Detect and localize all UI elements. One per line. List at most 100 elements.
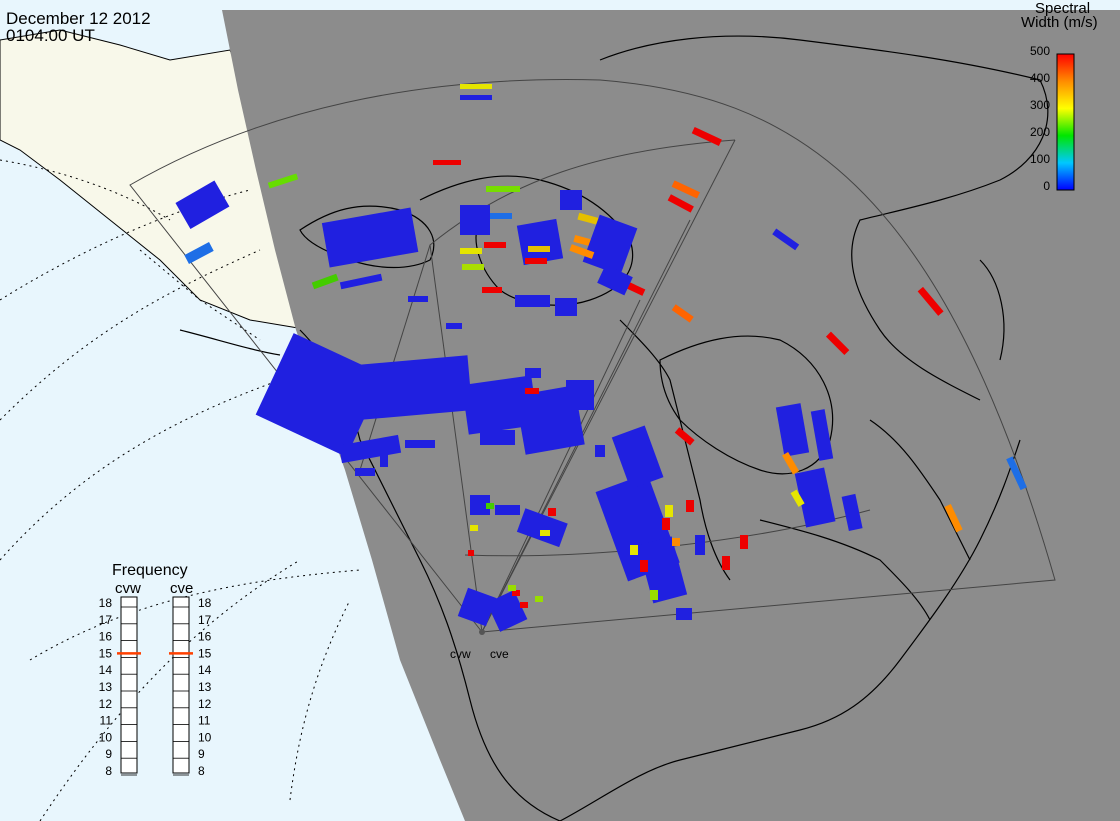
date-label: December 12 2012: [6, 9, 151, 28]
frequency-tick: 9: [105, 747, 112, 761]
echo-cell: [917, 286, 944, 316]
echo-cell: [520, 602, 528, 608]
frequency-scale-box: [172, 596, 190, 774]
frequency-tick: 8: [105, 764, 112, 778]
echo-cell: [338, 434, 402, 464]
echo-cell: [944, 504, 963, 533]
echo-cell: [672, 538, 680, 546]
frequency-tick: 18: [99, 596, 113, 610]
frequency-tick: 15: [99, 646, 113, 660]
echo-cell: [790, 489, 805, 507]
echo-cell: [611, 425, 664, 490]
echo-cell: [486, 186, 520, 192]
frequency-tick: 16: [198, 630, 212, 644]
echo-cell: [555, 298, 577, 316]
echo-cell: [671, 304, 694, 323]
echo-cell: [357, 355, 473, 420]
frequency-tick: 11: [100, 714, 113, 728]
echo-cell: [321, 207, 419, 268]
echo-cell: [676, 608, 692, 620]
echo-cell: [535, 596, 543, 602]
frequency-tick: 14: [198, 663, 212, 677]
radar-site-marker: [479, 629, 485, 635]
time-label: 0104:00 UT: [6, 26, 95, 45]
echo-cell: [255, 333, 385, 457]
echo-cell: [782, 451, 800, 475]
echo-cell: [595, 445, 605, 457]
echo-cell: [508, 585, 516, 591]
echo-cell: [462, 264, 484, 270]
frequency-tick: 12: [99, 697, 113, 711]
echo-cell: [841, 493, 863, 532]
echo-cell: [775, 403, 810, 457]
echo-cell: [433, 160, 461, 165]
echo-cell: [486, 590, 528, 632]
echo-cell: [495, 505, 520, 515]
echo-cell: [486, 503, 494, 509]
echo-cell: [311, 273, 339, 290]
echo-cell: [695, 535, 705, 555]
echo-cell: [512, 590, 520, 596]
echo-cell: [482, 287, 502, 293]
echo-cell: [667, 194, 694, 213]
colorbar-tick: 400: [1030, 71, 1050, 85]
echo-cell: [484, 242, 506, 248]
frequency-tick: 18: [198, 596, 212, 610]
echo-cell: [671, 180, 700, 199]
frequency-tick: 16: [99, 630, 113, 644]
echo-cell: [772, 228, 800, 251]
echo-cell: [408, 296, 428, 302]
echo-cell: [525, 388, 539, 394]
echo-cell: [468, 550, 474, 556]
echo-cell: [355, 468, 375, 476]
echo-cell: [516, 218, 564, 266]
echo-cell: [665, 505, 673, 517]
frequency-tick: 14: [99, 663, 113, 677]
echo-cell: [457, 587, 497, 627]
echo-cell: [405, 440, 435, 448]
echo-cell: [461, 375, 539, 435]
night-region: [222, 10, 1120, 821]
echo-cell: [470, 495, 490, 515]
echo-cell: [691, 126, 722, 146]
echo-cell: [597, 264, 633, 296]
echo-cell: [516, 508, 568, 548]
frequency-tick: 13: [99, 680, 113, 694]
frequency-tick: 11: [198, 714, 211, 728]
echo-cell: [582, 214, 638, 276]
frequency-radar-label-cve: cve: [170, 580, 193, 597]
echo-cell: [630, 545, 638, 555]
spectral-width-colorbar: Spectral Width (m/s) 500 400 300 200 100…: [1021, 0, 1098, 193]
frequency-tick: 17: [198, 613, 212, 627]
colorbar-gradient: [1056, 53, 1075, 191]
echo-cell: [560, 190, 582, 210]
frequency-radar-label-cvw: cvw: [115, 580, 141, 597]
echo-cell: [446, 323, 462, 329]
echo-cell: [380, 455, 388, 467]
echo-cell: [486, 213, 512, 219]
frequency-tick: 9: [198, 747, 205, 761]
frequency-scale-box: [120, 596, 138, 774]
frequency-panel: Frequency cvw cve 18 17 16 15 14 13 12 11 10 9 8 18…: [99, 562, 212, 778]
frequency-tick: 10: [99, 730, 113, 744]
echo-cell: [794, 467, 836, 528]
echo-cell: [515, 295, 550, 307]
radar-echoes: [175, 84, 1027, 632]
echo-cell: [650, 590, 658, 600]
echo-cell: [460, 84, 492, 89]
echo-cell: [470, 525, 478, 531]
echo-cell: [640, 560, 648, 572]
colorbar-tick: 200: [1030, 125, 1050, 139]
colorbar-tick: 300: [1030, 98, 1050, 112]
echo-cell: [686, 500, 694, 512]
echo-cell: [460, 248, 482, 254]
echo-cell: [525, 368, 541, 378]
colorbar-tick: 500: [1030, 44, 1050, 58]
site-label-cve: cve: [490, 647, 509, 661]
echo-cell: [339, 273, 383, 290]
colorbar-tick: 100: [1030, 152, 1050, 166]
echo-cell: [637, 536, 688, 604]
echo-cell: [1006, 456, 1027, 491]
echo-cell: [566, 380, 594, 410]
